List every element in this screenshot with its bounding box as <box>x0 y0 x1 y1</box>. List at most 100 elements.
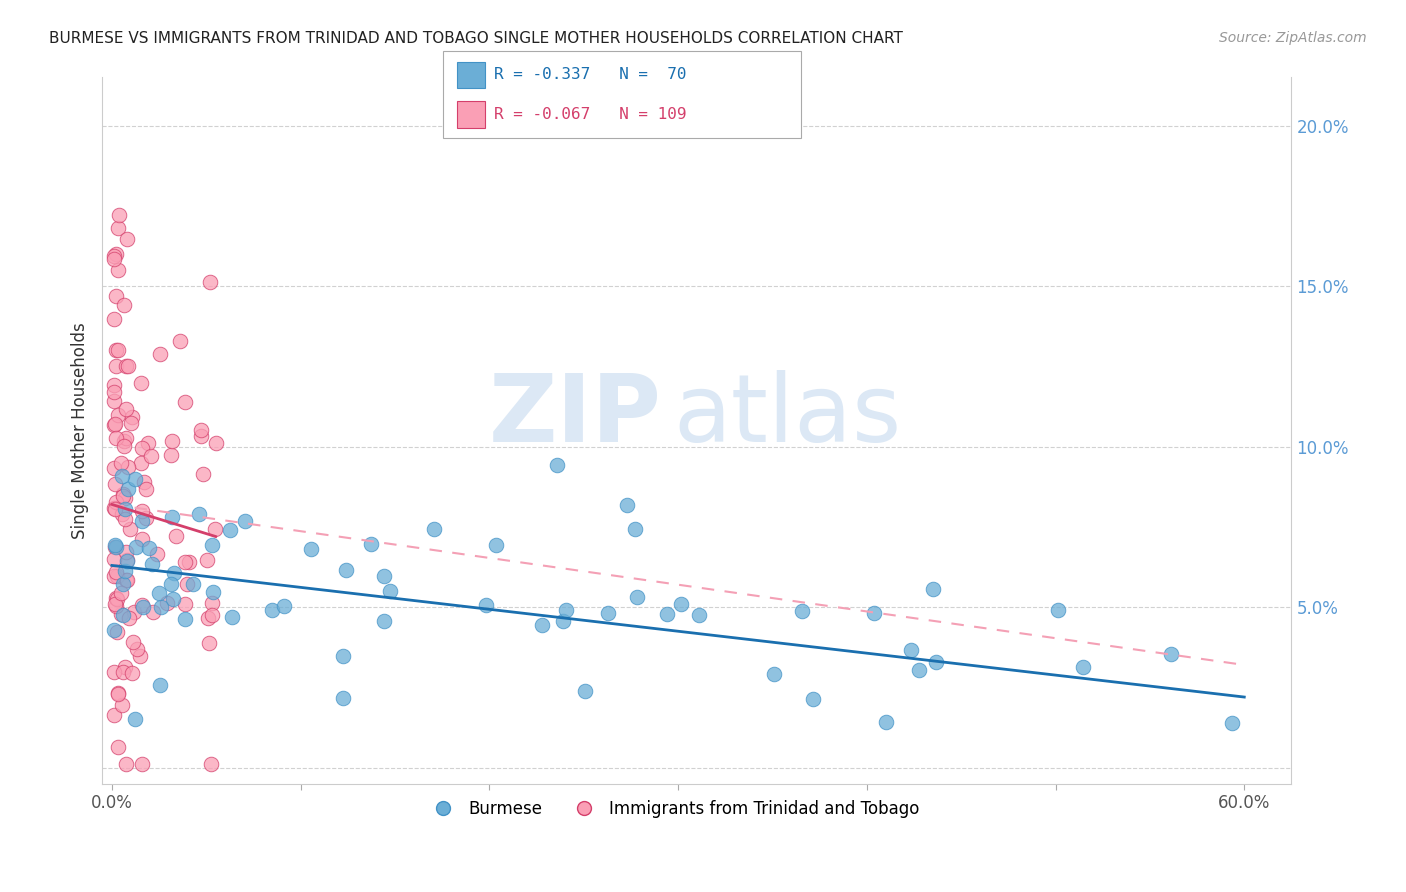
Point <box>574 684 596 698</box>
Point <box>117 232 139 246</box>
Point <box>121 635 143 649</box>
Point <box>160 434 183 449</box>
Point <box>107 221 129 235</box>
Point <box>187 507 209 521</box>
Point <box>104 591 127 605</box>
Point <box>190 423 212 437</box>
Point <box>141 557 163 571</box>
Y-axis label: Single Mother Households: Single Mother Households <box>72 322 89 539</box>
Point <box>103 252 125 266</box>
Point <box>422 523 444 537</box>
Point <box>112 439 135 453</box>
Point <box>155 596 177 610</box>
Point <box>150 600 173 615</box>
Point <box>103 378 125 392</box>
Point <box>105 431 128 445</box>
Point <box>117 574 139 588</box>
Point <box>148 585 170 599</box>
Point <box>125 540 148 554</box>
Point <box>124 472 146 486</box>
Point <box>863 607 886 621</box>
Point <box>201 607 224 622</box>
Point <box>121 666 143 681</box>
Point <box>110 607 132 621</box>
Point <box>146 547 169 561</box>
Point <box>112 434 135 448</box>
Point <box>332 649 354 664</box>
Point <box>111 665 134 680</box>
Point <box>107 739 129 754</box>
Point <box>195 553 218 567</box>
Point <box>111 698 134 713</box>
Point <box>112 489 135 503</box>
Point <box>104 540 127 554</box>
Point <box>159 449 181 463</box>
Point <box>118 522 141 536</box>
Point <box>115 431 138 445</box>
Point <box>546 458 568 472</box>
Point <box>103 249 125 263</box>
Point <box>104 565 127 579</box>
Point <box>160 510 183 524</box>
Point <box>104 495 127 509</box>
Point <box>925 656 948 670</box>
Point <box>138 541 160 555</box>
Point <box>104 502 127 516</box>
Point <box>114 359 136 374</box>
Point <box>103 311 125 326</box>
Point <box>201 538 224 552</box>
Point <box>875 715 897 730</box>
Point <box>669 597 692 611</box>
Point <box>114 512 136 526</box>
Point <box>173 556 195 570</box>
Point <box>174 395 197 409</box>
Point <box>111 469 134 483</box>
Point <box>900 642 922 657</box>
Point <box>138 435 160 450</box>
Point <box>596 607 619 621</box>
Point <box>117 460 139 475</box>
Point <box>104 476 127 491</box>
Point <box>801 691 824 706</box>
Point <box>485 538 508 552</box>
Point <box>135 482 157 496</box>
Point <box>104 359 127 374</box>
Point <box>114 573 136 587</box>
Point <box>201 596 224 610</box>
Point <box>128 648 150 663</box>
Point <box>197 611 219 625</box>
Point <box>131 598 153 612</box>
Point <box>142 605 165 619</box>
Point <box>104 598 127 612</box>
Point <box>103 394 125 409</box>
Point <box>112 298 135 312</box>
Point <box>105 624 128 639</box>
Point <box>378 584 401 599</box>
Point <box>104 538 127 552</box>
Point <box>112 607 135 622</box>
Point <box>110 456 132 470</box>
Point <box>131 441 153 455</box>
Point <box>624 522 647 536</box>
Point <box>103 707 125 722</box>
Point <box>115 554 138 568</box>
Point <box>103 418 125 433</box>
Point <box>149 346 172 360</box>
Point <box>335 563 357 577</box>
Point <box>120 416 142 430</box>
Point <box>233 515 256 529</box>
Point <box>104 540 127 554</box>
Text: atlas: atlas <box>673 370 901 462</box>
Point <box>107 408 129 422</box>
Point <box>124 605 146 619</box>
Point <box>115 401 138 416</box>
Point <box>1160 648 1182 662</box>
Point <box>107 686 129 700</box>
Point <box>115 552 138 566</box>
Point <box>114 757 136 772</box>
Point <box>131 532 153 546</box>
Point <box>103 551 125 566</box>
Point <box>657 607 679 621</box>
Point <box>273 599 295 613</box>
Point <box>169 334 191 348</box>
